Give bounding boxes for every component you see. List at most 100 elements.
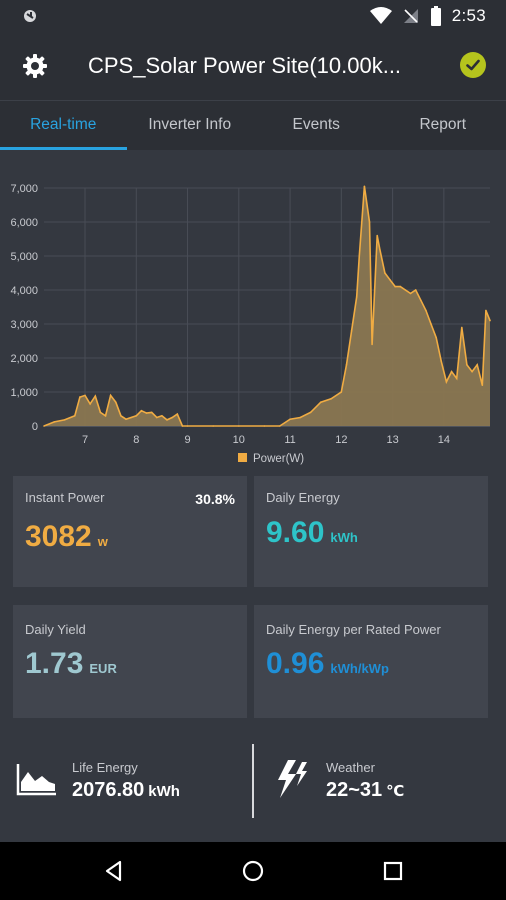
battery-icon [430,6,441,26]
data-point [481,384,484,386]
signal-icon [403,9,418,23]
data-point [73,415,76,417]
data-point [358,255,361,257]
legend-swatch-power [238,453,247,462]
data-point [330,398,332,400]
daily-energy-label: Daily Energy [266,490,340,505]
y-tick-label: 7,000 [10,183,38,195]
life-energy-unit: kWh [148,783,180,800]
data-point [186,425,189,427]
daily-energy-rated-value: 0.96 [266,647,325,680]
data-point [53,421,56,423]
data-point [489,319,491,322]
weather-value-wrap: 22~31 ℃ [326,779,404,802]
data-point [212,425,214,427]
data-point [150,411,153,414]
daily-energy-value-wrap: 9.60 kWh [266,516,358,550]
daily-yield-label: Daily Yield [25,622,86,637]
data-point [376,234,379,237]
data-point [263,425,266,427]
data-point [171,416,173,419]
instant-power-value: 3082 [25,520,92,553]
data-point [130,416,132,419]
data-point [384,272,386,274]
tab-events[interactable]: Events [292,116,340,133]
data-point [289,418,291,421]
daily-energy-card[interactable]: Daily Energy 9.60 kWh [254,476,488,587]
y-tick-label: 2,000 [10,353,38,365]
divider [252,744,254,818]
data-point [363,185,366,188]
x-tick-label: 8 [133,434,139,446]
data-point [445,381,448,383]
instant-power-label: Instant Power [25,490,105,505]
data-point [419,299,422,301]
data-point [461,326,463,329]
data-point [166,419,168,421]
data-point [89,403,91,405]
data-point [404,289,407,291]
data-point [350,330,353,332]
weather-label: Weather [326,760,375,775]
data-point [399,285,402,288]
daily-energy-rated-card[interactable]: Daily Energy per Rated Power 0.96 kWh/kWp [254,605,488,718]
status-bar: 2:53 [0,0,506,33]
data-point [440,360,443,363]
daily-energy-rated-unit: kWh/kWp [330,661,389,676]
instant-power-percent: 30.8% [195,491,235,507]
daily-yield-unit: EUR [89,661,117,676]
data-point [63,419,66,421]
daily-energy-rated-value-wrap: 0.96 kWh/kWp [266,647,389,681]
data-point [114,401,117,403]
daily-energy-unit: kWh [330,530,358,545]
legend-label-power: Power(W) [253,453,304,465]
tab-report[interactable]: Report [419,116,467,133]
y-tick-label: 1,000 [10,387,38,399]
data-point [79,396,81,398]
x-tick-label: 7 [82,434,88,446]
x-tick-label: 11 [284,434,295,446]
data-point [340,391,343,393]
data-point [299,416,302,419]
data-point [394,285,396,288]
data-point [466,364,468,366]
recents-icon[interactable] [381,859,405,883]
data-point [471,370,473,373]
data-point [109,394,112,397]
weather-unit: ℃ [386,783,405,800]
tab-real-time[interactable]: Real-time [0,101,127,150]
back-icon[interactable] [102,859,126,883]
tab-bar: Real-time Inverter Info Events Report [0,100,506,150]
wifi-icon [369,7,392,24]
status-ok-check-icon[interactable] [460,52,486,78]
daily-yield-card[interactable]: Daily Yield 1.73 EUR [13,605,247,718]
clock: 2:53 [451,6,486,25]
system-nav-bar [0,842,506,900]
data-point [84,394,86,397]
daily-yield-value: 1.73 [25,647,84,680]
data-point [181,425,184,427]
daily-yield-value-wrap: 1.73 EUR [25,647,117,681]
x-tick-label: 14 [438,434,450,446]
data-point [430,323,432,325]
data-point [161,415,163,417]
instant-power-card[interactable]: Instant Power 30.8% 3082 w [13,476,247,587]
x-tick-label: 12 [335,434,347,446]
life-energy-value: 2076.80 [72,779,145,801]
notification-icon [24,10,36,22]
data-point [120,415,122,417]
y-tick-label: 0 [32,421,38,433]
data-point [145,412,148,414]
tab-inverter-info[interactable]: Inverter Info [148,116,232,133]
data-point [368,221,371,223]
data-point [320,401,322,403]
home-icon[interactable] [241,859,265,883]
data-point [309,411,312,414]
settings-gear-icon[interactable] [22,53,48,79]
power-chart-svg: 0 1,000 2,000 3,000 4,000 5,000 6,000 7,000 7 8 9 1… [10,183,491,465]
y-tick-label: 4,000 [10,285,38,297]
x-tick-label: 9 [184,434,190,446]
data-point [155,416,158,419]
power-chart[interactable]: 0 1,000 2,000 3,000 4,000 5,000 6,000 7,000 7 8 9 1… [0,150,506,472]
data-point [414,289,417,291]
